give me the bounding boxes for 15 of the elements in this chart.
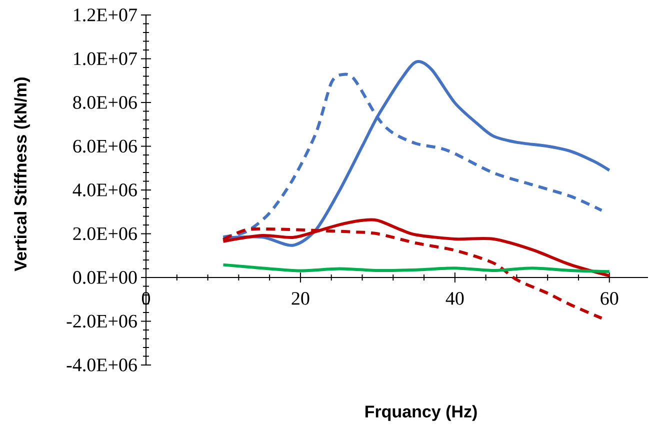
y-tick-label: 1.2E+07 bbox=[74, 8, 137, 22]
y-axis-title: Vertical Stiffness (kN/m) bbox=[14, 78, 30, 272]
y-tick-label: 8.0E+06 bbox=[73, 96, 137, 109]
x-tick-label: 60 bbox=[600, 292, 618, 305]
y-tick-label: 0.0E+00 bbox=[73, 271, 137, 284]
y-tick-label: 6.0E+06 bbox=[73, 140, 137, 153]
y-tick-label: 4.0E+06 bbox=[72, 184, 137, 196]
line-series bbox=[222, 263, 611, 274]
y-tick-label: -2.0E+06 bbox=[66, 314, 137, 328]
x-tick-label: 20 bbox=[292, 292, 310, 305]
x-tick-label: 40 bbox=[446, 292, 464, 305]
y-tick-label: -4.0E+06 bbox=[66, 358, 137, 372]
x-axis-title: Frquancy (Hz) bbox=[365, 405, 477, 421]
y-tick-label: 1.0E+07 bbox=[74, 52, 137, 66]
y-tick-label: 2.0E+06 bbox=[73, 227, 137, 240]
